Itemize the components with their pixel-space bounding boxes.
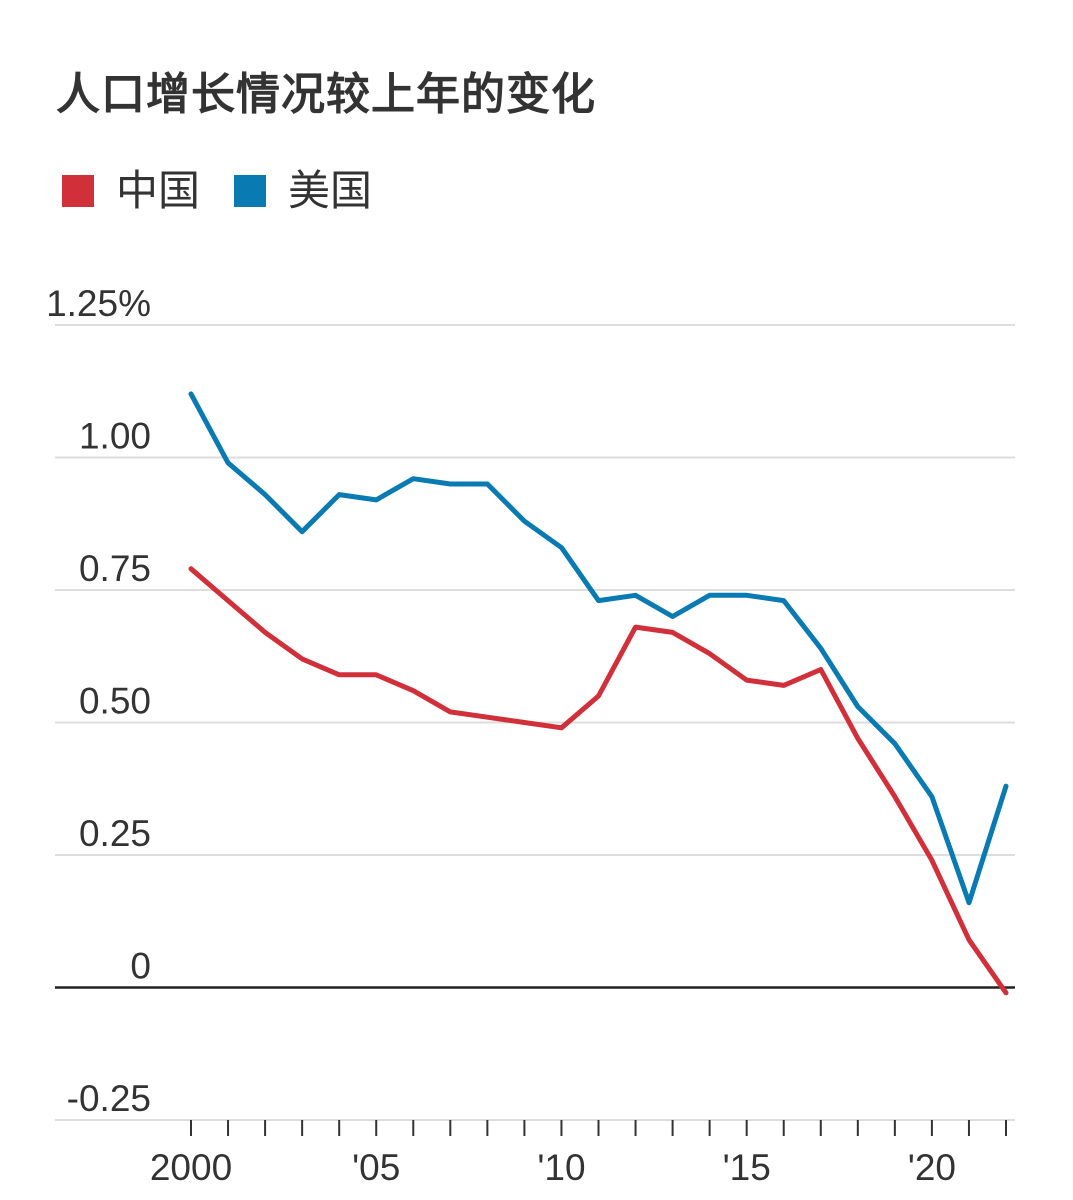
y-tick-label: 0.25 — [79, 813, 151, 854]
legend-item-china: 中国 — [62, 170, 200, 212]
x-tick-label: '20 — [908, 1147, 956, 1188]
legend: 中国 美国 — [62, 170, 372, 212]
legend-item-usa: 美国 — [234, 170, 372, 212]
y-tick-label: 1.25% — [46, 283, 151, 324]
y-tick-label: 0.75 — [79, 548, 151, 589]
x-tick-label: 2000 — [150, 1147, 232, 1188]
legend-label-china: 中国 — [116, 166, 201, 215]
y-tick-label: -0.25 — [67, 1078, 151, 1119]
x-tick-label: '10 — [537, 1147, 585, 1188]
legend-swatch-china — [62, 175, 94, 207]
x-tick-label: '05 — [352, 1147, 400, 1188]
chart-title: 人口增长情况较上年的变化 — [56, 69, 596, 120]
series-line-china — [188, 566, 1009, 996]
series-line-usa — [188, 391, 1009, 906]
y-tick-label: 0 — [130, 946, 151, 987]
y-tick-label: 1.00 — [79, 416, 151, 457]
x-tick-label: '15 — [723, 1147, 771, 1188]
legend-label-usa: 美国 — [288, 166, 373, 215]
legend-swatch-usa — [234, 175, 267, 207]
y-tick-label: 0.50 — [79, 681, 151, 722]
